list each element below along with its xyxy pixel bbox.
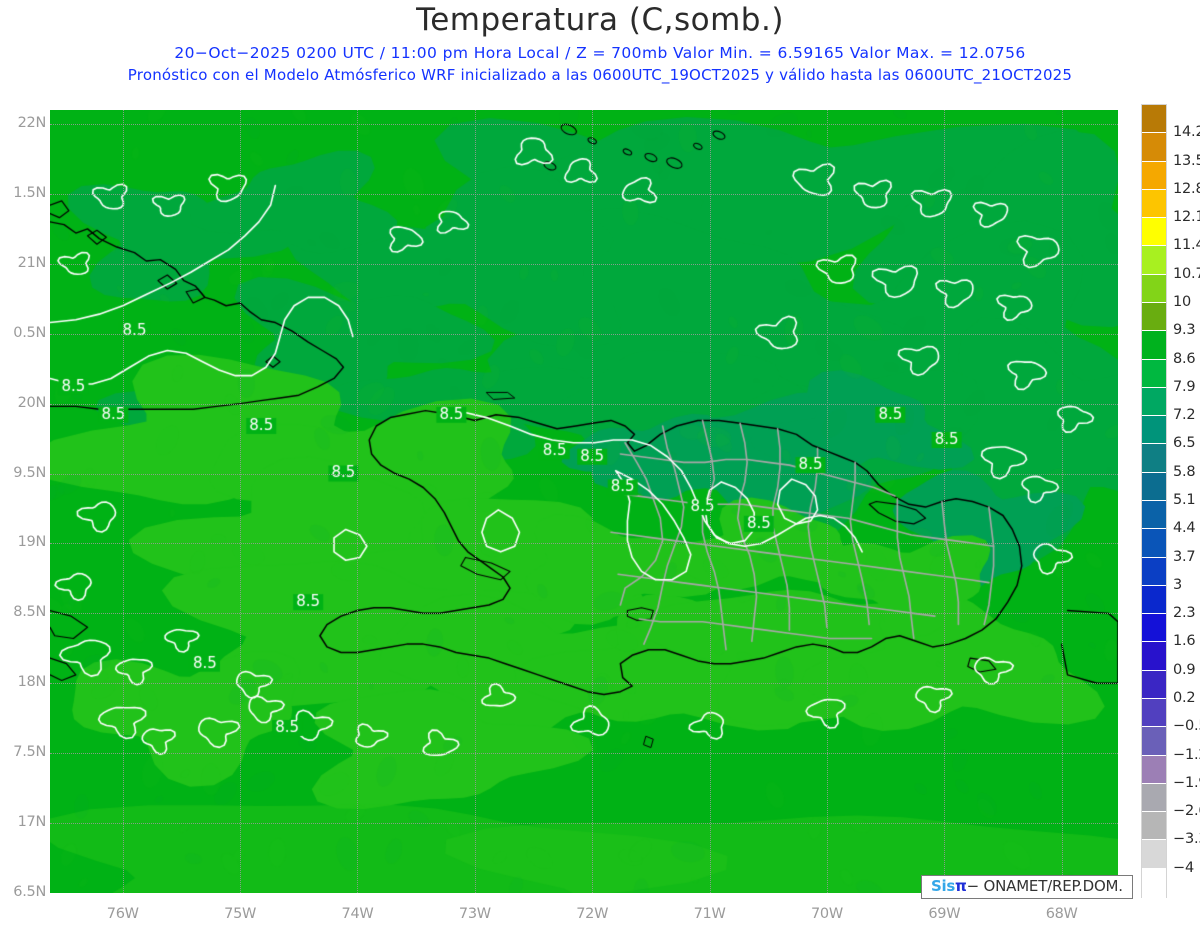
map-plot-area [50,110,1118,893]
colorbar-band-1 [1142,133,1166,163]
lat-tick-label: 20N [17,394,47,411]
colorbar-band-8 [1142,331,1166,361]
colorbar-label-14.2: 14.2 [1173,124,1200,141]
colorbar-label-10.7: 10.7 [1173,265,1200,282]
colorbar-band-21 [1142,699,1166,728]
model-description-line: Pronóstico con el Modelo Atmósferico WRF… [127,66,1073,84]
lat-tick-label: 0.5N [13,324,46,341]
colorbar-band-6 [1142,274,1166,304]
logo-pi-icon: π [954,877,967,895]
colorbar-label-7.9: 7.9 [1173,378,1196,395]
temperature-shaded-map [50,110,1118,893]
lat-tick-label: 7.5N [13,744,46,761]
colorbar-label-12.1: 12.1 [1173,209,1200,226]
lon-tick-label: 75W [224,906,257,922]
colorbar-band-5 [1142,246,1166,276]
colorbar-label-4.4: 4.4 [1173,520,1196,537]
lat-tick-label: 19N [17,534,47,551]
colorbar-band-2 [1142,161,1166,191]
lat-tick-label: 17N [17,814,47,831]
colorbar-band-16 [1142,557,1166,587]
colorbar-label-8.6: 8.6 [1173,350,1196,367]
lat-tick-label: 22N [17,114,47,131]
colorbar-band-11 [1142,416,1166,446]
colorbar-label-−1.2: −1.2 [1173,746,1200,763]
colorbar-label-5.1: 5.1 [1173,492,1196,508]
colorbar-label-−1.9: −1.9 [1173,774,1200,791]
colorbar-label-11.4: 11.4 [1173,237,1200,254]
lat-tick-label: 1.5N [13,184,46,201]
lat-tick-label: 9.5N [13,464,46,481]
colorbar-label-7.2: 7.2 [1173,407,1196,424]
colorbar-band-12 [1142,444,1166,474]
lat-tick-label: 18N [17,674,47,691]
lon-tick-label: 76W [106,906,139,922]
page-title: Temperatura (C,somb.) [416,2,784,38]
colorbar-label-13.5: 13.5 [1173,152,1200,169]
temperature-colorbar [1141,104,1167,898]
colorbar-band-23 [1142,755,1166,785]
colorbar-band-10 [1142,387,1166,417]
colorbar-band-14 [1142,501,1166,530]
colorbar-band-7 [1142,303,1166,332]
colorbar-label-3.7: 3.7 [1173,548,1196,565]
colorbar-band-24 [1142,783,1166,813]
colorbar-label-2.3: 2.3 [1173,605,1196,622]
colorbar-label-−3.3: −3.3 [1173,831,1200,848]
colorbar-label-9.3: 9.3 [1173,322,1196,339]
colorbar-label-5.8: 5.8 [1173,463,1196,480]
lat-tick-label: 6.5N [13,884,46,900]
colorbar-band-22 [1142,727,1166,757]
colorbar-band-3 [1142,189,1166,219]
colorbar-label-0.2: 0.2 [1173,690,1196,706]
colorbar-band-15 [1142,529,1166,559]
colorbar-label-−0.5: −0.5 [1173,718,1200,735]
lon-tick-label: 68W [1045,906,1078,922]
colorbar-band-18 [1142,614,1166,644]
lon-tick-label: 73W [458,906,491,922]
colorbar-band-9 [1142,359,1166,389]
colorbar-label-3: 3 [1173,576,1183,593]
lon-tick-label: 70W [810,906,843,922]
lat-tick-label: 8.5N [13,604,46,621]
lon-tick-label: 69W [928,906,961,922]
forecast-metadata-line: 20−Oct−2025 0200 UTC / 11:00 pm Hora Loc… [174,44,1026,62]
lon-tick-label: 74W [341,906,374,922]
logo-sis-text: Sis [931,877,955,895]
colorbar-label-12.8: 12.8 [1173,180,1200,197]
colorbar-band-20 [1142,670,1166,700]
colorbar-label-10: 10 [1173,294,1192,310]
colorbar-band-0 [1142,105,1166,134]
colorbar-band-26 [1142,840,1166,870]
colorbar-band-4 [1142,218,1166,248]
agency-logo: Sisπ− ONAMET/REP.DOM. [921,875,1133,900]
logo-agency-text: − ONAMET/REP.DOM. [966,877,1124,895]
colorbar-band-17 [1142,585,1166,615]
lon-tick-label: 72W [576,906,609,922]
colorbar-band-27 [1142,868,1166,898]
colorbar-band-13 [1142,472,1166,502]
lon-tick-label: 71W [693,906,726,922]
colorbar-band-19 [1142,642,1166,672]
colorbar-label-−4: −4 [1173,859,1194,876]
colorbar-band-25 [1142,812,1166,842]
colorbar-label-1.6: 1.6 [1173,633,1196,650]
lat-tick-label: 21N [17,254,47,271]
colorbar-label-6.5: 6.5 [1173,435,1196,452]
colorbar-label-−2.6: −2.6 [1173,803,1200,820]
colorbar-label-0.9: 0.9 [1173,661,1196,678]
